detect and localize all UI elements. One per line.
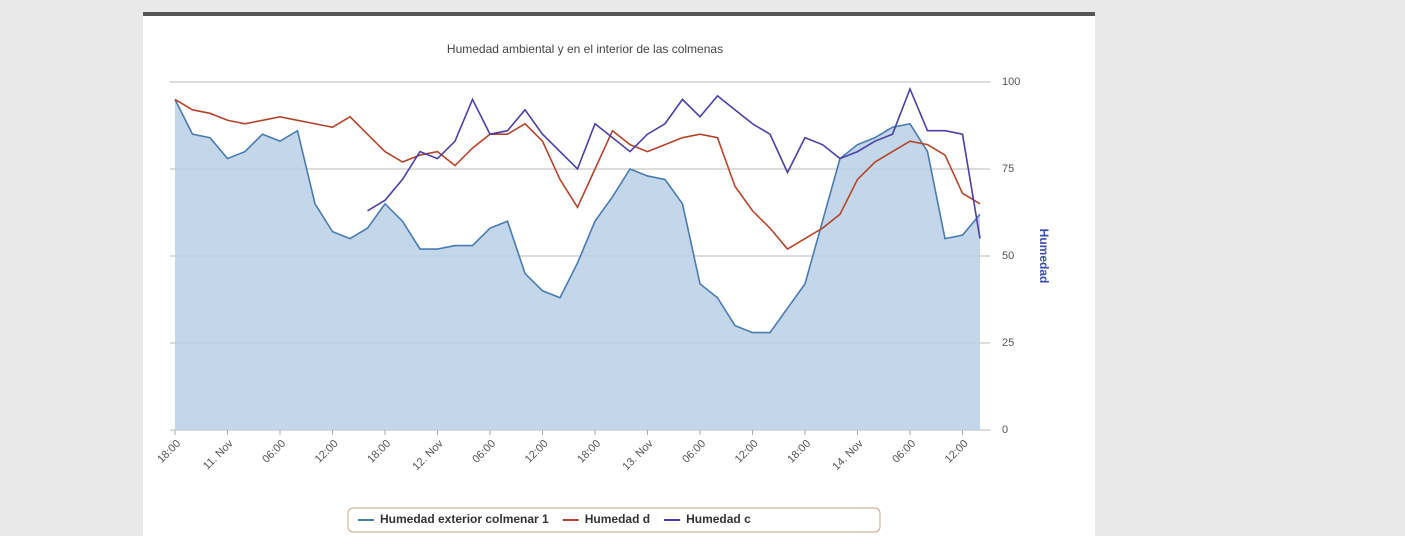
legend-label: Humedad exterior colmenar 1 — [380, 512, 549, 526]
line — [174, 98, 981, 251]
y-tick-label: 75 — [1002, 163, 1014, 175]
legend-box — [347, 507, 881, 533]
legend-label: Humedad c — [686, 512, 751, 526]
y-tick-label: 25 — [1002, 337, 1014, 349]
line — [367, 86, 981, 239]
y-tick-label: 0 — [1002, 424, 1008, 436]
y-tick-label: 100 — [1002, 76, 1020, 88]
y-tick-label: 50 — [1002, 250, 1014, 262]
chart-title: Humedad ambiental y en el interior de la… — [447, 42, 723, 56]
line — [174, 99, 981, 334]
card-top — [143, 12, 1095, 16]
legend-label: Humedad d — [585, 512, 650, 526]
y-axis-title: Humedad — [1037, 229, 1051, 284]
